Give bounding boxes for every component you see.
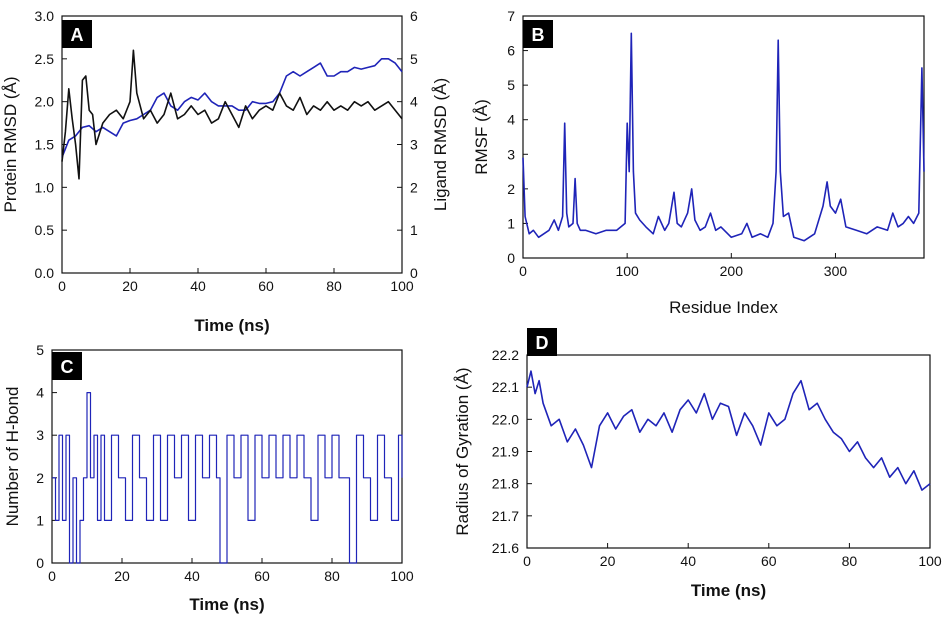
y-axis-label: Radius of Gyration (Å): [453, 367, 472, 535]
plot-frame: [526, 354, 931, 549]
y-right-tick-label: 2: [410, 179, 418, 195]
panel-badge: [52, 352, 82, 380]
x-tick-label: 40: [680, 553, 696, 569]
y-tick-label: 1.5: [35, 137, 55, 153]
series-line-rmsf: [522, 32, 925, 242]
plot-frame: [61, 15, 403, 274]
y-tick-label: 0: [507, 250, 515, 266]
y-tick-label: 22.0: [492, 411, 519, 427]
y-tick-label: 2.5: [35, 51, 55, 67]
x-axis-label: Time (ns): [194, 316, 269, 335]
x-tick-label: 20: [122, 278, 138, 294]
y-right-tick-label: 5: [410, 51, 418, 67]
panel-a: 0 20 40 60 80 100 0.0 0.5 1.0 1.5 2.0 2.5 3.0 0 1 2 3 4 5 6…: [1, 8, 450, 335]
y-tick-label: 5: [507, 77, 515, 93]
y-tick-label: 1.0: [35, 179, 55, 195]
y-tick-label: 7: [507, 8, 515, 24]
x-tick-label: 200: [720, 263, 744, 279]
y-right-tick-label: 0: [410, 265, 418, 281]
panel-letter: A: [71, 25, 84, 45]
x-tick-label: 100: [390, 568, 414, 584]
x-tick-label: 0: [519, 263, 527, 279]
x-tick-label: 40: [190, 278, 206, 294]
series-line-rg: [526, 370, 931, 491]
series-line-ligand-rmsd: [61, 49, 403, 180]
x-tick-label: 60: [254, 568, 270, 584]
x-tick-label: 80: [842, 553, 858, 569]
y-tick-label: 3: [507, 146, 515, 162]
y-axis-label: Number of H-bond: [3, 387, 22, 527]
panel-badge: [523, 20, 553, 48]
panel-letter: C: [61, 357, 74, 377]
y-tick-label: 2: [36, 470, 44, 486]
x-axis-label: Time (ns): [691, 581, 766, 600]
x-tick-label: 100: [918, 553, 942, 569]
panel-d: 0 20 40 60 80 100 21.6 21.7 21.8 21.9 22.0 22.1 22.2…: [453, 328, 942, 600]
x-axis-label: Time (ns): [189, 595, 264, 614]
y-tick-label: 21.7: [492, 508, 519, 524]
y-right-tick-label: 3: [410, 137, 418, 153]
plot-frame: [522, 15, 925, 259]
y-tick-label: 0.5: [35, 222, 55, 238]
x-tick-label: 60: [761, 553, 777, 569]
y-right-axis-label: Ligand RMSD (Å): [431, 78, 450, 211]
x-tick-label: 20: [600, 553, 616, 569]
x-tick-label: 300: [824, 263, 848, 279]
y-tick-label: 21.6: [492, 540, 519, 556]
y-tick-label: 0: [36, 555, 44, 571]
y-tick-label: 3: [36, 427, 44, 443]
x-tick-label: 40: [184, 568, 200, 584]
y-tick-label: 1: [36, 512, 44, 528]
x-tick-label: 20: [114, 568, 130, 584]
panel-badge: [62, 20, 92, 48]
panel-letter: D: [536, 333, 549, 353]
y-tick-label: 4: [36, 385, 44, 401]
panel-letter: B: [532, 25, 545, 45]
y-tick-label: 1: [507, 215, 515, 231]
x-tick-label: 0: [523, 553, 531, 569]
y-tick-label: 2: [507, 181, 515, 197]
y-tick-label: 22.2: [492, 347, 519, 363]
panel-c: 0 20 40 60 80 100 0 1 2 3 4 5 Time (ns) Number of H-b…: [3, 342, 414, 614]
y-tick-label: 3.0: [35, 8, 55, 24]
y-axis-label: RMSF (Å): [472, 99, 491, 175]
x-tick-label: 0: [48, 568, 56, 584]
y-right-tick-label: 6: [410, 8, 418, 24]
y-tick-label: 22.1: [492, 379, 519, 395]
x-tick-label: 80: [326, 278, 342, 294]
y-tick-label: 0.0: [35, 265, 55, 281]
y-tick-label: 4: [507, 112, 515, 128]
y-axis-label: Protein RMSD (Å): [1, 76, 20, 212]
y-right-tick-label: 4: [410, 94, 418, 110]
x-tick-label: 80: [324, 568, 340, 584]
panel-b: 0 100 200 300 0 1 2 3 4 5 6 7 Residue Index RMSF (Å) B: [472, 8, 925, 317]
panel-badge: [527, 328, 557, 356]
x-tick-label: 60: [258, 278, 274, 294]
y-tick-label: 2.0: [35, 94, 55, 110]
y-tick-label: 5: [36, 342, 44, 358]
x-tick-label: 100: [390, 278, 414, 294]
x-axis-label: Residue Index: [669, 298, 778, 317]
y-tick-label: 6: [507, 43, 515, 59]
x-tick-label: 0: [58, 278, 66, 294]
x-tick-label: 100: [615, 263, 639, 279]
y-tick-label: 21.8: [492, 476, 519, 492]
y-right-tick-label: 1: [410, 222, 418, 238]
y-tick-label: 21.9: [492, 444, 519, 460]
series-line-h-bonds: [52, 392, 403, 564]
series-line-protein-rmsd: [61, 58, 403, 158]
